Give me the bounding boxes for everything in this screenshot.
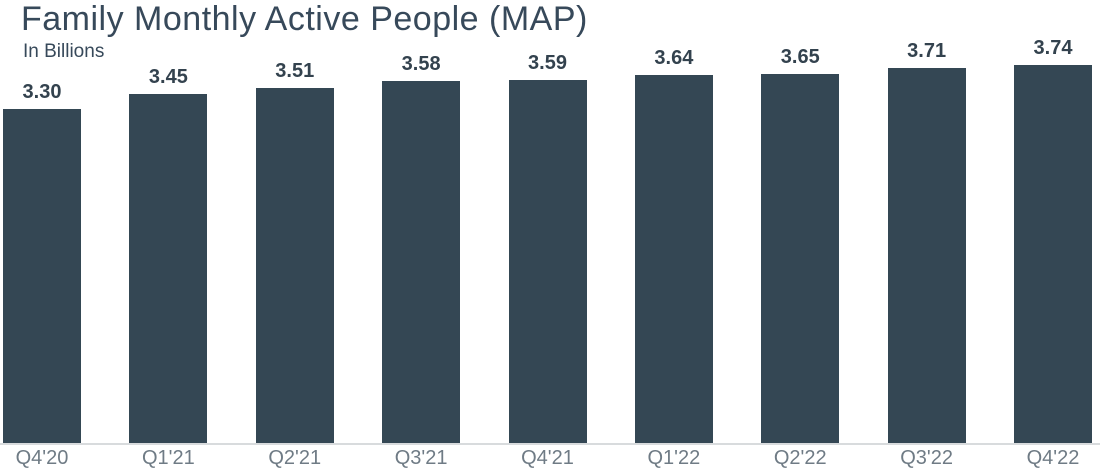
bar-plot-area: 3.30 3.45 3.51 3.58 3.59 3.64 3.65 3.71 3.74 xyxy=(3,0,1092,443)
bar-column: 3.71 xyxy=(887,40,966,443)
bar-value-label: 3.74 xyxy=(1033,37,1073,59)
x-axis-tick-label: Q4'22 xyxy=(1026,447,1080,469)
bar-value-label: 3.58 xyxy=(401,53,441,75)
bar-column: 3.58 xyxy=(382,53,461,443)
x-axis-tick-label: Q2'21 xyxy=(268,447,322,469)
bar xyxy=(255,88,334,443)
bar-column: 3.65 xyxy=(761,46,840,443)
x-axis-line xyxy=(0,443,1100,445)
x-axis-tick-label: Q1'21 xyxy=(142,447,195,469)
x-axis-tick-labels: Q4'20 Q1'21 Q2'21 Q3'21 Q4'21 Q1'22 Q2'22 Q3'22… xyxy=(3,447,1092,470)
bar-column: 3.30 xyxy=(3,81,81,443)
bar-column: 3.59 xyxy=(508,52,587,443)
x-axis-tick-label: Q4'20 xyxy=(15,447,69,469)
bar-value-label: 3.45 xyxy=(148,66,188,88)
bar-column: 3.45 xyxy=(129,66,208,443)
bar xyxy=(508,80,587,443)
bar-column: 3.51 xyxy=(255,60,334,443)
bar-value-label: 3.65 xyxy=(780,46,820,68)
bar-column: 3.74 xyxy=(1014,37,1092,443)
bar-value-label: 3.59 xyxy=(528,52,567,74)
x-axis-tick-label: Q3'21 xyxy=(394,447,448,469)
bar xyxy=(887,68,966,443)
x-axis-tick-label: Q3'22 xyxy=(900,447,953,469)
bar xyxy=(634,75,713,443)
bar-value-label: 3.71 xyxy=(907,40,947,62)
chart-title: Family Monthly Active People (MAP) xyxy=(21,0,588,38)
bar-value-label: 3.64 xyxy=(654,47,694,69)
bar xyxy=(1014,65,1092,443)
bar xyxy=(129,94,208,443)
bar xyxy=(3,109,81,443)
x-axis-tick-label: Q1'22 xyxy=(647,447,701,469)
bar xyxy=(382,81,461,443)
chart-subtitle: In Billions xyxy=(23,41,105,62)
bar xyxy=(761,74,840,443)
bar-value-label: 3.51 xyxy=(275,60,315,82)
x-axis-tick-label: Q2'22 xyxy=(773,447,827,469)
x-axis-tick-label: Q4'21 xyxy=(521,447,574,469)
bar-value-label: 3.30 xyxy=(22,81,62,103)
bar-column: 3.64 xyxy=(634,47,713,443)
